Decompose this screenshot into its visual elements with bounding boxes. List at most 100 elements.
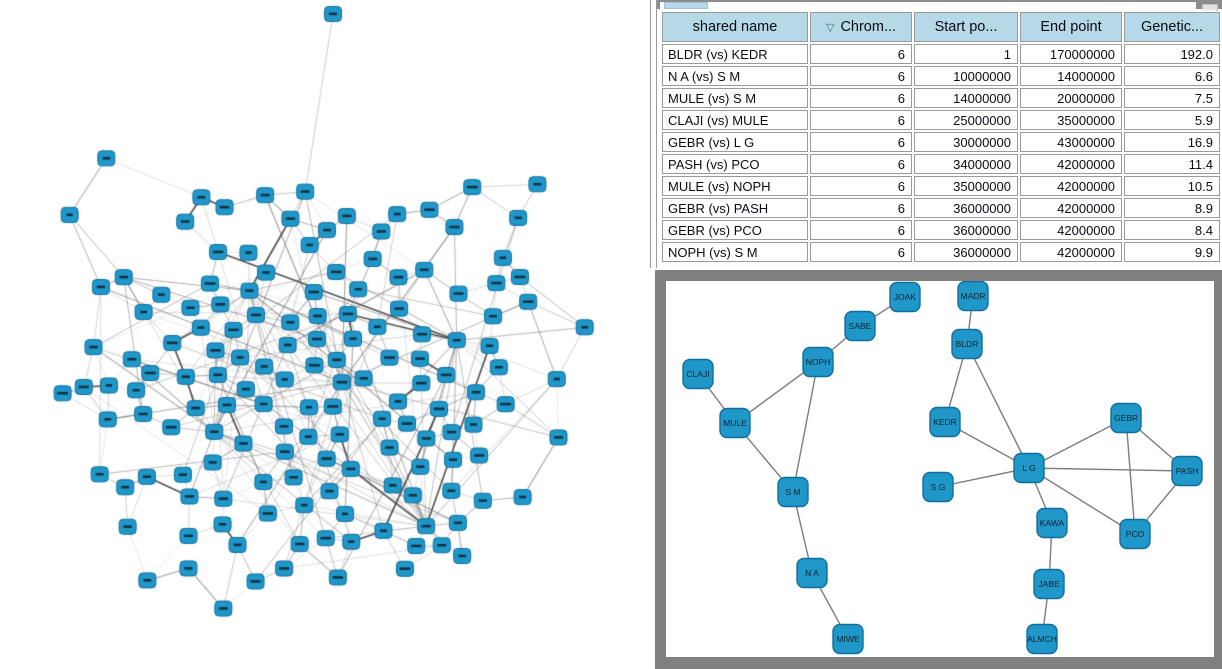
node-label: L G: [1022, 463, 1035, 473]
network-node-jabe[interactable]: JABE: [1033, 568, 1065, 600]
network-node-l-g[interactable]: L G: [1013, 452, 1045, 484]
network-node-noph[interactable]: NOPH: [802, 346, 834, 378]
table-cell-chromosome: 6: [810, 66, 912, 86]
node-label: PASH: [1176, 466, 1199, 476]
network-node-sabe[interactable]: SABE: [844, 310, 876, 342]
node-label: N A: [805, 568, 819, 578]
table-cell-shared_name: MULE (vs) NOPH: [662, 176, 808, 196]
panel-splitter[interactable]: [650, 0, 657, 268]
table-cell-shared_name: N A (vs) S M: [662, 66, 808, 86]
filtered-network-canvas-area: JOAK MADR SABE BLDR NOPH CLAJI KEDR GEBR MULE L G…: [666, 281, 1214, 657]
table-cell-chromosome: 6: [810, 110, 912, 130]
node-box: [929, 406, 961, 438]
network-node-kawa[interactable]: KAWA: [1036, 507, 1068, 539]
table-row[interactable]: BLDR (vs) KEDR 6 1 170000000 192.0: [662, 44, 1220, 64]
network-node-n-a[interactable]: N A: [796, 557, 828, 589]
table-cell-genetic: 8.9: [1124, 198, 1220, 218]
table-cell-genetic: 9.9: [1124, 242, 1220, 262]
network-edge[interactable]: [792, 361, 819, 493]
node-label: JABE: [1038, 579, 1060, 589]
network-edge[interactable]: [1028, 417, 1127, 469]
filter-funnel-icon[interactable]: ▽: [825, 22, 835, 34]
network-node-joak[interactable]: JOAK: [889, 281, 921, 313]
table-row[interactable]: MULE (vs) S M 6 14000000 20000000 7.5: [662, 88, 1220, 108]
network-node-almch[interactable]: ALMCH: [1026, 623, 1058, 655]
table-top-scrollbar: [657, 0, 1222, 11]
network-node-pco[interactable]: PCO: [1119, 518, 1151, 550]
node-label: ALMCH: [1027, 634, 1057, 644]
node-box: [1110, 402, 1142, 434]
table-row[interactable]: N A (vs) S M 6 10000000 14000000 6.6: [662, 66, 1220, 86]
table-cell-start_point: 30000000: [914, 132, 1018, 152]
table-cell-start_point: 34000000: [914, 154, 1018, 174]
table-cell-shared_name: CLAJI (vs) MULE: [662, 110, 808, 130]
node-label: S G: [931, 482, 946, 492]
node-box: [832, 623, 864, 655]
table-cell-shared_name: MULE (vs) S M: [662, 88, 808, 108]
node-box: [796, 557, 828, 589]
network-edge[interactable]: [1028, 467, 1188, 472]
column-header-chromosome[interactable]: ▽ Chrom...: [810, 12, 912, 42]
table-row[interactable]: GEBR (vs) PASH 6 36000000 42000000 8.9: [662, 198, 1220, 218]
network-edge[interactable]: [1125, 417, 1136, 535]
node-label: CLAJI: [686, 369, 709, 379]
node-box: [844, 310, 876, 342]
network-node-s-g[interactable]: S G: [922, 471, 954, 503]
network-node-miwe[interactable]: MIWE: [832, 623, 864, 655]
table-cell-shared_name: GEBR (vs) PCO: [662, 220, 808, 240]
scrollbar-track[interactable]: [660, 2, 1218, 11]
table-row[interactable]: NOPH (vs) S M 6 36000000 42000000 9.9: [662, 242, 1220, 262]
node-label: SABE: [849, 321, 872, 331]
table-row[interactable]: GEBR (vs) L G 6 30000000 43000000 16.9: [662, 132, 1220, 152]
node-box: [1119, 518, 1151, 550]
table-cell-chromosome: 6: [810, 154, 912, 174]
node-box: [1013, 452, 1045, 484]
network-edge[interactable]: [966, 343, 1030, 469]
network-node-pash[interactable]: PASH: [1171, 455, 1203, 487]
network-node-s-m[interactable]: S M: [777, 476, 809, 508]
table-cell-chromosome: 6: [810, 44, 912, 64]
network-edge[interactable]: [1028, 467, 1136, 535]
table-cell-start_point: 35000000: [914, 176, 1018, 196]
node-box: [682, 358, 714, 390]
node-box: [1026, 623, 1058, 655]
table-cell-shared_name: BLDR (vs) KEDR: [662, 44, 808, 64]
overview-network-panel: [0, 0, 650, 669]
table-cell-chromosome: 6: [810, 198, 912, 218]
table-row[interactable]: MULE (vs) NOPH 6 35000000 42000000 10.5: [662, 176, 1220, 196]
network-node-gebr[interactable]: GEBR: [1110, 402, 1142, 434]
scrollbar-thumb[interactable]: [664, 2, 708, 9]
column-header-start_point[interactable]: Start po...: [914, 12, 1018, 42]
table-row[interactable]: PASH (vs) PCO 6 34000000 42000000 11.4: [662, 154, 1220, 174]
table-cell-genetic: 7.5: [1124, 88, 1220, 108]
network-node-bldr[interactable]: BLDR: [951, 328, 983, 360]
node-box: [957, 281, 989, 312]
node-label: GEBR: [1114, 413, 1138, 423]
node-label: NOPH: [806, 357, 831, 367]
column-header-label: Genetic...: [1140, 19, 1204, 35]
network-node-mule[interactable]: MULE: [719, 407, 751, 439]
filtered-network-canvas[interactable]: JOAK MADR SABE BLDR NOPH CLAJI KEDR GEBR MULE L G…: [666, 281, 1214, 657]
table-cell-genetic: 6.6: [1124, 66, 1220, 86]
table-cell-start_point: 36000000: [914, 198, 1018, 218]
network-node-claji[interactable]: CLAJI: [682, 358, 714, 390]
column-header-genetic[interactable]: Genetic...: [1124, 12, 1220, 42]
table-cell-genetic: 8.4: [1124, 220, 1220, 240]
table-cell-end_point: 42000000: [1020, 198, 1122, 218]
table-cell-start_point: 36000000: [914, 242, 1018, 262]
table-cell-end_point: 43000000: [1020, 132, 1122, 152]
network-node-kedr[interactable]: KEDR: [929, 406, 961, 438]
overview-network-canvas[interactable]: [0, 0, 650, 669]
node-label: BLDR: [956, 339, 979, 349]
column-header-end_point[interactable]: End point: [1020, 12, 1122, 42]
table-row[interactable]: GEBR (vs) PCO 6 36000000 42000000 8.4: [662, 220, 1220, 240]
table-cell-genetic: 192.0: [1124, 44, 1220, 64]
column-header-shared_name[interactable]: shared name: [662, 12, 808, 42]
table-cell-genetic: 11.4: [1124, 154, 1220, 174]
table-cell-end_point: 170000000: [1020, 44, 1122, 64]
table-row[interactable]: CLAJI (vs) MULE 6 25000000 35000000 5.9: [662, 110, 1220, 130]
edge-attribute-table: shared name ▽ Chrom... Start po... End point…: [660, 10, 1222, 264]
table-cell-end_point: 35000000: [1020, 110, 1122, 130]
network-node-madr[interactable]: MADR: [957, 281, 989, 312]
